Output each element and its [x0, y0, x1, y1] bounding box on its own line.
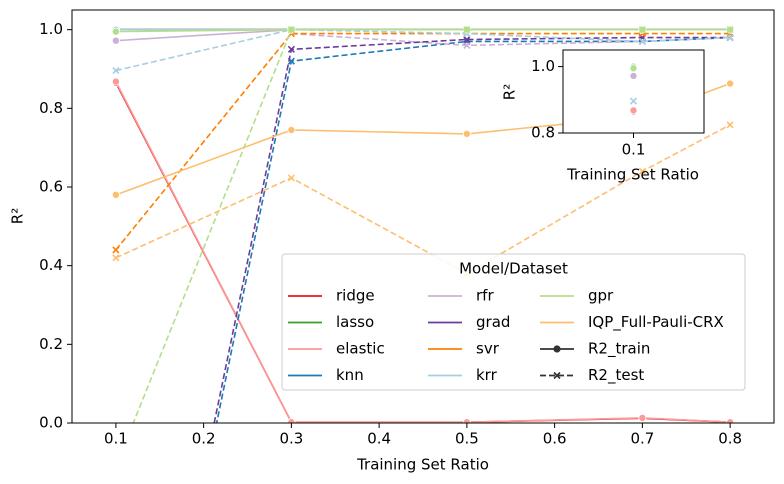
marker-test	[638, 37, 646, 46]
x-tick-label: 0.3	[279, 430, 303, 448]
marker-test	[112, 254, 120, 262]
marker-train	[629, 64, 638, 73]
line-test	[213, 36, 731, 423]
marker-train	[629, 106, 638, 115]
legend-box	[281, 253, 746, 391]
legend-label: gpr	[588, 287, 614, 305]
legend-title: Model/Dataset	[459, 260, 568, 278]
x-tick-label: 0.2	[192, 430, 216, 448]
marker-test	[113, 463, 119, 469]
marker-test	[629, 97, 638, 105]
legend-label: grad	[476, 313, 510, 331]
marker-test	[463, 35, 471, 44]
marker-train	[462, 418, 471, 423]
x-tick-label: 0.5	[455, 430, 479, 448]
marker-test	[287, 45, 295, 53]
legend-label: IQP_Full-Pauli-CRX	[588, 313, 724, 332]
legend-label: elastic	[336, 340, 385, 358]
marker-train	[726, 418, 735, 423]
y-tick-label: 0.2	[39, 335, 63, 353]
x-tick-label: 0.4	[367, 430, 391, 448]
line-test	[132, 28, 731, 423]
x-tick-label: 0.7	[630, 430, 654, 448]
legend-marker	[553, 371, 561, 380]
y-tick-label: 0.6	[39, 178, 63, 196]
legend-label: ridge	[336, 287, 375, 305]
marker-test	[463, 41, 471, 49]
legend-label: rfr	[476, 287, 494, 305]
legend-marker	[553, 345, 561, 353]
legend-label: R2_test	[588, 366, 644, 385]
marker-train	[726, 79, 735, 88]
marker-test	[287, 26, 295, 34]
inset-y-tick-label: 1.0	[531, 57, 555, 75]
inset-y-label: R²	[501, 84, 519, 100]
x-axis-label: Training Set Ratio	[356, 456, 489, 474]
y-tick-label: 0.8	[39, 99, 63, 117]
inset-frame	[562, 49, 705, 134]
plot-frame	[71, 9, 775, 424]
legend-label: krr	[476, 366, 498, 384]
y-axis-label: R²	[9, 208, 27, 224]
marker-test	[112, 67, 120, 75]
marker-test	[726, 33, 734, 42]
marker-train	[111, 190, 120, 199]
inset-y-tick-label: 0.8	[531, 124, 555, 142]
legend-label: R2_train	[588, 340, 650, 359]
marker-train	[462, 129, 471, 138]
series-layer	[111, 25, 735, 469]
line-test	[291, 32, 731, 47]
inset-x-tick-label: 0.1	[622, 141, 646, 159]
x-tick-label: 0.6	[543, 430, 567, 448]
inset-layer	[629, 62, 638, 116]
y-tick-label: 1.0	[39, 20, 63, 38]
marker-train	[111, 27, 120, 36]
legend-label: svr	[476, 340, 500, 358]
marker-test	[463, 26, 471, 34]
x-tick-label: 0.1	[104, 430, 128, 448]
y-tick-label: 0.0	[39, 414, 63, 432]
marker-test	[638, 26, 646, 34]
marker-train	[111, 77, 120, 86]
marker-train	[638, 413, 647, 422]
y-tick-label: 0.4	[39, 256, 63, 274]
marker-train	[287, 125, 296, 134]
legend-label: knn	[336, 366, 364, 384]
marker-test	[287, 174, 295, 182]
marker-train	[629, 71, 638, 80]
marker-test	[726, 26, 734, 34]
marker-test	[726, 121, 734, 129]
marker-train	[287, 418, 296, 423]
marker-test	[638, 167, 646, 175]
marker-train	[111, 36, 120, 45]
marker-test	[112, 246, 120, 254]
legend: Model/Dataset ridge lasso elastic knn rfr grad…	[281, 253, 746, 391]
x-tick-label: 0.8	[718, 430, 742, 448]
legend-label: lasso	[336, 313, 374, 331]
inset-x-label: Training Set Ratio	[566, 166, 699, 184]
